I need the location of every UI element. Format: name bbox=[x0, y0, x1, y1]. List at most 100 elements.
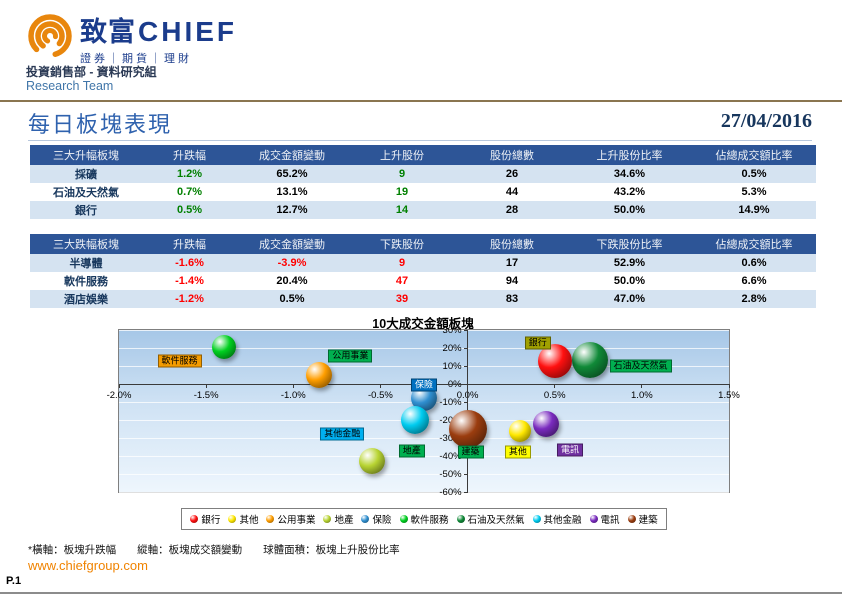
value-cell: 9 bbox=[398, 257, 406, 269]
department-label: 投資銷售部 - 資料研究組 bbox=[26, 65, 157, 79]
column-header: 下跌股份 bbox=[347, 234, 457, 254]
table-row: 半導體 -1.6% -3.9% 9 17 52.9% 0.6% bbox=[30, 254, 816, 272]
legend-item: 其他金融 bbox=[532, 512, 582, 526]
value-cell: 0.5% bbox=[279, 293, 305, 305]
legend-label: 建築 bbox=[638, 515, 658, 526]
website-link[interactable]: www.chiefgroup.com bbox=[28, 558, 148, 573]
value-cell: 6.6% bbox=[741, 275, 767, 287]
value-cell: 26 bbox=[505, 168, 519, 180]
legend-item: 其他 bbox=[228, 512, 258, 526]
value-cell: 65.2% bbox=[276, 168, 308, 180]
sector-name-cell: 半導體 bbox=[69, 258, 103, 270]
bubble-label: 其他 bbox=[504, 445, 531, 459]
bubble-label: 石油及天然氣 bbox=[609, 359, 672, 373]
legend-item: 保險 bbox=[361, 512, 392, 526]
legend-marker-icon bbox=[399, 515, 408, 523]
column-header: 佔總成交額比率 bbox=[692, 145, 816, 165]
sector-name-cell: 軟件服務 bbox=[64, 276, 108, 288]
chart-bubble bbox=[211, 335, 236, 360]
value-cell: 0.5% bbox=[176, 204, 203, 216]
value-cell: 14.9% bbox=[738, 204, 770, 216]
table-header-row: 三大升幅板塊 升跌幅 成交金額變動 上升股份 股份總數 上升股份比率 佔總成交額比率 bbox=[30, 145, 816, 165]
value-cell: 47.0% bbox=[613, 293, 646, 305]
sector-name-cell: 石油及天然氣 bbox=[53, 187, 119, 199]
value-cell: 50.0% bbox=[613, 275, 646, 287]
page-bottom-border bbox=[0, 592, 842, 594]
x-tick bbox=[728, 384, 730, 388]
legend-item: 公用事業 bbox=[266, 512, 315, 526]
y-tick bbox=[463, 401, 468, 403]
value-cell: -1.4% bbox=[175, 275, 204, 287]
column-header: 股份總數 bbox=[457, 145, 567, 165]
gainers-table: 三大升幅板塊 升跌幅 成交金額變動 上升股份 股份總數 上升股份比率 佔總成交額比率採礦 1.… bbox=[30, 145, 816, 219]
page-number: P.1 bbox=[6, 575, 22, 587]
value-cell: 1.2% bbox=[176, 168, 203, 180]
value-cell: 5.3% bbox=[741, 186, 767, 198]
legend-label: 保險 bbox=[372, 515, 392, 526]
table-row: 銀行 0.5% 12.7% 14 28 50.0% 14.9% bbox=[30, 201, 816, 219]
value-cell: 39 bbox=[395, 293, 409, 305]
bubble-label: 電訊 bbox=[556, 443, 584, 457]
legend-item: 銀行 bbox=[190, 512, 220, 526]
value-cell: 17 bbox=[505, 257, 519, 269]
sector-table: 三大升幅板塊 升跌幅 成交金額變動 上升股份 股份總數 上升股份比率 佔總成交額比率採礦 1.… bbox=[30, 145, 816, 219]
value-cell: -3.9% bbox=[277, 257, 307, 269]
value-cell: 13.1% bbox=[276, 186, 308, 198]
column-header: 升跌幅 bbox=[142, 145, 237, 165]
y-tick-label: 20% bbox=[442, 342, 462, 354]
report-date: 27/04/2016 bbox=[720, 110, 812, 132]
legend-marker-icon bbox=[627, 515, 636, 523]
chart-bubble bbox=[306, 362, 333, 388]
value-cell: 43.2% bbox=[613, 186, 646, 198]
x-tick-label: 0.5% bbox=[543, 390, 566, 401]
legend-item: 地產 bbox=[323, 512, 353, 526]
value-cell: 0.7% bbox=[176, 186, 203, 198]
x-tick bbox=[292, 384, 294, 388]
legend-marker-icon bbox=[190, 515, 199, 523]
gridline bbox=[119, 365, 729, 367]
losers-table: 三大跌幅板塊 升跌幅 成交金額變動 下跌股份 股份總數 下跌股份比率 佔總成交額比率半導體 -… bbox=[30, 234, 816, 308]
legend-label: 石油及天然氣 bbox=[467, 515, 525, 526]
x-tick bbox=[641, 384, 643, 388]
sector-name-cell: 酒店娛樂 bbox=[64, 294, 108, 306]
y-tick-label: -50% bbox=[439, 468, 462, 480]
table-row: 石油及天然氣 0.7% 13.1% 19 44 43.2% 5.3% bbox=[30, 183, 816, 201]
x-tick-label: 1.5% bbox=[718, 390, 740, 401]
table-row: 酒店娛樂 -1.2% 0.5% 39 83 47.0% 2.8% bbox=[30, 290, 816, 308]
x-tick bbox=[379, 384, 381, 388]
legend-marker-icon bbox=[266, 515, 275, 523]
value-cell: 14 bbox=[395, 204, 409, 216]
y-tick bbox=[463, 365, 468, 367]
gridline bbox=[119, 437, 729, 439]
value-cell: 94 bbox=[505, 275, 519, 287]
value-cell: 2.8% bbox=[741, 293, 767, 305]
chart-bubble bbox=[508, 419, 531, 442]
team-label: Research Team bbox=[26, 79, 114, 93]
legend-label: 軟件服務 bbox=[410, 515, 449, 526]
x-tick-label: 1.0% bbox=[631, 390, 653, 401]
chief-swirl-icon bbox=[26, 10, 74, 58]
value-cell: -1.6% bbox=[175, 257, 204, 269]
brand-header: 致富CHIEF 證券｜期貨｜理財 bbox=[26, 10, 237, 66]
legend-item: 軟件服務 bbox=[399, 512, 449, 526]
chart-bubble bbox=[401, 406, 430, 434]
column-header: 三大升幅板塊 bbox=[30, 145, 142, 165]
bubble-plot: -2.0%-1.5%-1.0%-0.5%0.0%0.5%1.0%1.5%30%2… bbox=[107, 325, 740, 498]
legend-label: 其他 bbox=[239, 515, 259, 526]
y-tick bbox=[463, 491, 468, 493]
sector-name-cell: 採礦 bbox=[75, 169, 97, 181]
column-header: 三大跌幅板塊 bbox=[30, 234, 142, 254]
y-tick-label: -10% bbox=[439, 396, 462, 408]
y-tick bbox=[463, 347, 468, 349]
bubble-label: 公用事業 bbox=[328, 349, 373, 363]
chart-bubble bbox=[537, 344, 572, 379]
legend-marker-icon bbox=[323, 515, 332, 523]
y-tick-label: -60% bbox=[439, 486, 462, 498]
bubble-label: 建築 bbox=[457, 445, 484, 459]
title-divider bbox=[28, 140, 812, 141]
column-header: 成交金額變動 bbox=[237, 234, 347, 254]
legend-marker-icon bbox=[532, 515, 541, 523]
table-header-row: 三大跌幅板塊 升跌幅 成交金額變動 下跌股份 股份總數 下跌股份比率 佔總成交額比率 bbox=[30, 234, 816, 254]
chart-legend: 銀行 其他 公用事業 地產 保險 軟件服務 石油及天然氣 其他金融 電訊 建築 bbox=[181, 508, 667, 530]
